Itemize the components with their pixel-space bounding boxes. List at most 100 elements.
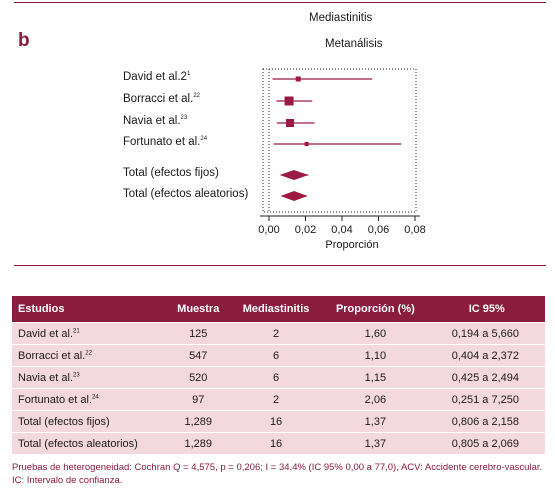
x-tick-label: 0,08 xyxy=(404,224,425,236)
table-cell-proporcion: 1,37 xyxy=(322,410,429,433)
table-cell-study: Borracci et al.22 xyxy=(12,344,167,367)
cell-text: 125 xyxy=(189,327,208,340)
cell-text: 0,194 a 5,660 xyxy=(451,327,519,340)
cell-text: Borracci et al. xyxy=(18,349,86,362)
table-cell-ic: 0,805 a 2,069 xyxy=(428,432,545,454)
reference-superscript: 1 xyxy=(186,71,191,78)
cell-text: 6 xyxy=(273,349,280,362)
table-cell-mediastinitis: 6 xyxy=(230,366,323,389)
table-cell-muestra: 97 xyxy=(166,388,230,411)
panel-letter: b xyxy=(18,30,30,51)
reference-superscript: 24 xyxy=(92,393,99,400)
study-label-text: Borracci et al. xyxy=(123,93,194,105)
table-cell-mediastinitis: 2 xyxy=(230,388,323,411)
table-cell-muestra: 547 xyxy=(166,344,230,367)
footnote: Pruebas de heterogeneidad: Cochran Q = 4… xyxy=(12,462,543,486)
cell-text: 0,805 a 2,069 xyxy=(451,437,519,450)
cell-text: 6 xyxy=(273,371,280,384)
cell-text: 0,404 a 2,372 xyxy=(451,349,519,362)
cell-text: 0,806 a 2,158 xyxy=(451,415,519,428)
table-row: Fortunato et al.24 97 2 2,06 0,251 a 7,250 xyxy=(12,388,545,411)
table-row: Navia et al.23 520 6 1,15 0,425 a 2,494 xyxy=(12,366,545,389)
table-cell-proporcion: 2,06 xyxy=(322,388,429,411)
reference-superscript: 23 xyxy=(180,115,188,122)
results-table: Estudios Muestra Mediastinitis Proporción (… xyxy=(12,296,545,454)
x-tick-label: 0,02 xyxy=(295,224,316,236)
chart-subtitle: Metanálisis xyxy=(325,38,383,50)
table-cell-mediastinitis: 16 xyxy=(230,410,323,433)
x-tick-label: 0,06 xyxy=(368,224,389,236)
cell-text: 1,10 xyxy=(364,349,387,362)
column-header: IC 95% xyxy=(428,296,545,323)
study-label: David et al.21 xyxy=(123,71,190,83)
table-cell-proporcion: 1,10 xyxy=(322,344,429,367)
cell-text: Fortunato et al. xyxy=(18,393,92,406)
reference-superscript: 21 xyxy=(73,327,80,334)
cell-text: David et al. xyxy=(18,327,74,340)
table-cell-mediastinitis: 16 xyxy=(230,432,323,454)
cell-text: 2 xyxy=(273,327,280,340)
pooled-diamond xyxy=(280,191,308,201)
cell-text: 1,15 xyxy=(364,371,387,384)
reference-superscript: 23 xyxy=(73,371,80,378)
table-cell-muestra: 125 xyxy=(166,322,230,345)
table-cell-study: Total (efectos aleatorios) xyxy=(12,432,167,454)
study-square xyxy=(285,119,294,127)
x-tick-label: 0,00 xyxy=(258,224,279,236)
cell-text: 97 xyxy=(192,393,205,406)
column-header: Muestra xyxy=(166,296,230,323)
plot-frame xyxy=(262,68,417,213)
cell-text: 1,289 xyxy=(184,415,213,428)
cell-text: Total (efectos aleatorios) xyxy=(18,437,138,450)
table-cell-proporcion: 1,15 xyxy=(322,366,429,389)
table-cell-ic: 0,425 a 2,494 xyxy=(428,366,545,389)
cell-text: Navia et al. xyxy=(18,371,74,384)
study-label-text: Total (efectos aleatorios) xyxy=(123,188,249,200)
cell-text: 2 xyxy=(273,393,280,406)
cell-text: 1,289 xyxy=(184,437,213,450)
table-cell-study: Fortunato et al.24 xyxy=(12,388,167,411)
table-cell-study: David et al.21 xyxy=(12,322,167,345)
column-header: Estudios xyxy=(12,296,167,323)
table-cell-muestra: 520 xyxy=(166,366,230,389)
table-row: Borracci et al.22 547 6 1,10 0,404 a 2,372 xyxy=(12,344,545,367)
table-cell-ic: 0,251 a 7,250 xyxy=(428,388,545,411)
cell-text: 1,60 xyxy=(364,327,387,340)
cell-text: 16 xyxy=(269,437,283,450)
reference-superscript: 22 xyxy=(193,93,200,100)
study-label-text: Navia et al. xyxy=(123,115,181,127)
table-cell-study: Total (efectos fijos) xyxy=(12,410,167,433)
figure-panel xyxy=(14,2,546,266)
cell-text: 1,37 xyxy=(364,437,387,450)
pooled-diamond xyxy=(279,170,309,180)
study-label: Fortunato et al.24 xyxy=(123,136,207,148)
cell-text: 1,37 xyxy=(364,415,387,428)
study-square xyxy=(304,142,309,146)
table-row: Total (efectos fijos) 1,289 16 1,37 0,806 a … xyxy=(12,410,545,433)
cell-text: 2,06 xyxy=(364,393,387,406)
cell-text: Total (efectos fijos) xyxy=(18,415,110,428)
study-label-text: Fortunato et al. xyxy=(123,136,201,148)
x-tick-label: 0,04 xyxy=(331,224,352,236)
study-square xyxy=(284,96,294,106)
chart-title: Mediastinitis xyxy=(309,12,373,24)
table-cell-ic: 0,806 a 2,158 xyxy=(428,410,545,433)
study-square xyxy=(295,76,301,82)
cell-text: 0,251 a 7,250 xyxy=(451,393,519,406)
table-header-row: Estudios Muestra Mediastinitis Proporción (… xyxy=(12,296,545,323)
table-cell-ic: 0,194 a 5,660 xyxy=(428,322,545,345)
cell-text: 0,425 a 2,494 xyxy=(451,371,519,384)
cell-text: 547 xyxy=(189,349,208,362)
column-header: Mediastinitis xyxy=(230,296,323,323)
study-label: Total (efectos fijos) xyxy=(123,167,219,179)
column-header: Proporción (%) xyxy=(322,296,429,323)
cell-text: 16 xyxy=(269,415,283,428)
cell-text: 520 xyxy=(189,371,208,384)
reference-superscript: 24 xyxy=(200,136,208,143)
table-cell-ic: 0,404 a 2,372 xyxy=(428,344,545,367)
table-body: David et al.21 125 2 1,60 0,194 a 5,660 Borra… xyxy=(12,322,545,454)
table-cell-proporcion: 1,37 xyxy=(322,432,429,454)
table-cell-proporcion: 1,60 xyxy=(322,322,429,345)
table-cell-mediastinitis: 2 xyxy=(230,322,323,345)
study-label-text: David et al.2 xyxy=(123,71,187,83)
